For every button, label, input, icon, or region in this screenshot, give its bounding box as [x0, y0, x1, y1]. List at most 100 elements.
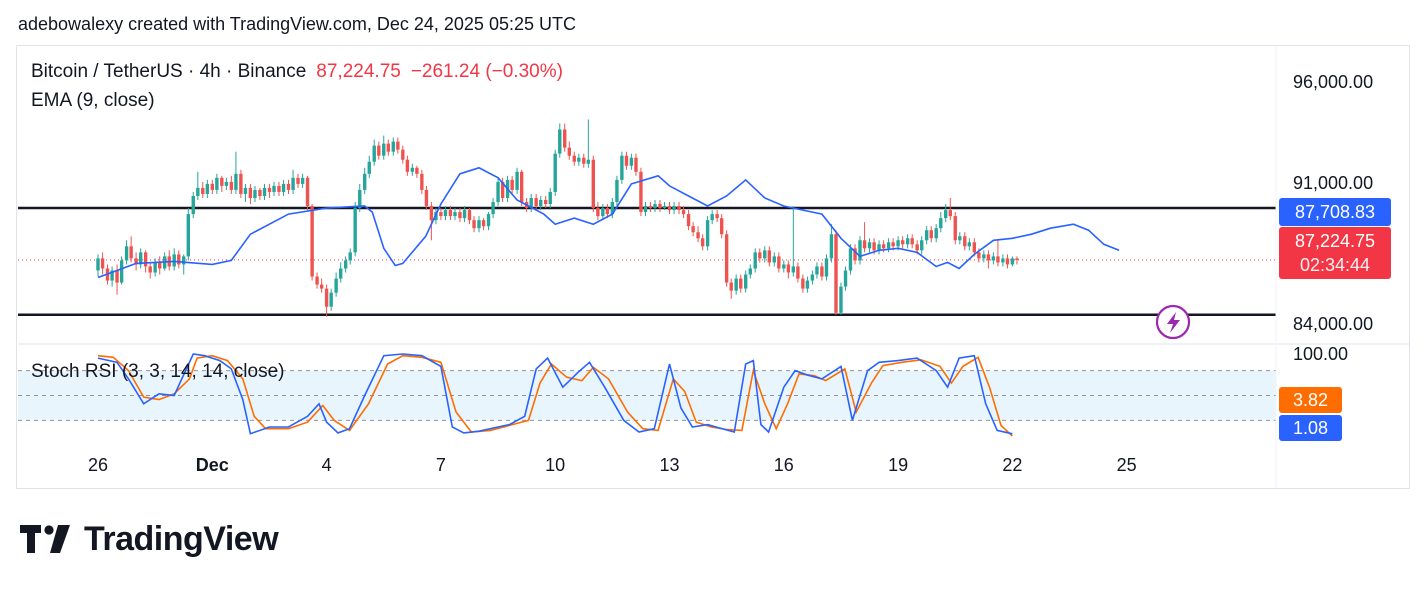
- candle: [343, 256, 348, 273]
- candle: [401, 145, 405, 164]
- candle: [115, 264, 119, 295]
- candle-body: [424, 189, 429, 207]
- ema-line: [97, 166, 1120, 279]
- candle-body: [258, 189, 262, 196]
- candle-body: [791, 266, 796, 273]
- candle: [234, 151, 238, 194]
- candle: [715, 210, 719, 223]
- candle: [563, 123, 567, 152]
- candle: [586, 119, 591, 168]
- candle-body: [986, 254, 991, 261]
- candle-body: [372, 145, 376, 162]
- candle: [539, 195, 543, 211]
- candle: [753, 248, 757, 273]
- tradingview-wordmark: TradingView: [84, 520, 279, 558]
- candle-body: [110, 270, 114, 281]
- candle-body: [820, 266, 824, 277]
- candle-body: [853, 248, 857, 261]
- candle: [763, 246, 767, 263]
- candle: [948, 197, 952, 221]
- candle-body: [138, 252, 143, 265]
- candle-body: [824, 258, 829, 277]
- candle: [405, 155, 410, 176]
- stoch-d-line: [97, 354, 1013, 437]
- time-tick-label: 13: [659, 455, 680, 475]
- candle-body: [324, 288, 329, 307]
- candle: [182, 254, 186, 275]
- candle: [929, 226, 933, 243]
- candle: [944, 204, 948, 223]
- candle-body: [834, 234, 838, 313]
- candle-body: [510, 179, 514, 190]
- candle: [196, 171, 200, 200]
- candle-body: [539, 200, 543, 207]
- candle: [1001, 254, 1005, 267]
- candle: [391, 137, 395, 156]
- candle-body: [382, 143, 386, 156]
- candle-body: [886, 242, 891, 249]
- candle: [367, 155, 371, 178]
- candle-body: [177, 254, 181, 265]
- candle: [724, 230, 729, 287]
- candle: [924, 226, 929, 245]
- candle: [958, 232, 962, 245]
- candle-body: [967, 242, 972, 247]
- candle-body: [900, 240, 905, 245]
- candle-body: [972, 242, 976, 253]
- candle-body: [810, 274, 815, 281]
- candle-body: [215, 177, 219, 190]
- candle-body: [839, 286, 843, 313]
- tradingview-mark-icon: [20, 524, 70, 553]
- candle: [448, 206, 453, 221]
- candle: [824, 254, 829, 281]
- candle-body: [119, 260, 124, 283]
- candle-body: [658, 204, 662, 209]
- candle: [224, 177, 229, 190]
- candle: [229, 175, 234, 194]
- candle: [258, 187, 262, 200]
- candle-body: [448, 210, 453, 217]
- candle-body: [634, 157, 638, 172]
- candle: [548, 187, 552, 209]
- chart-frame[interactable]: [16, 45, 1410, 489]
- candle-body: [358, 189, 362, 209]
- candle-body: [262, 187, 267, 196]
- time-tick-label: 22: [1002, 455, 1023, 475]
- candle-body: [248, 187, 253, 198]
- candle-body: [286, 183, 291, 190]
- symbol-legend[interactable]: Bitcoin / TetherUS · 4h · Binance 87,224.…: [31, 61, 563, 83]
- candle-body: [719, 218, 724, 235]
- candle-body: [610, 202, 615, 215]
- candle-body: [862, 240, 867, 249]
- candle: [510, 175, 514, 194]
- candle: [129, 236, 133, 263]
- candle: [662, 202, 667, 211]
- candle-body: [648, 206, 653, 209]
- candle: [934, 224, 938, 243]
- candle-body: [567, 147, 571, 156]
- candle: [286, 179, 291, 194]
- candle-body: [991, 256, 996, 261]
- candle-body: [439, 212, 443, 217]
- flash-icon[interactable]: [1155, 304, 1191, 340]
- candle: [734, 274, 738, 295]
- candle-body: [329, 292, 333, 307]
- candle: [624, 151, 629, 170]
- candle: [591, 155, 595, 213]
- candle: [119, 256, 124, 285]
- candle: [758, 248, 762, 263]
- candle: [96, 254, 100, 277]
- candle: [596, 202, 600, 221]
- candle: [329, 288, 333, 311]
- candle-body: [724, 234, 729, 283]
- time-tick-label: 16: [773, 455, 794, 475]
- ema-legend[interactable]: EMA (9, close): [31, 90, 155, 111]
- candle-body: [158, 262, 162, 269]
- candle-body: [558, 129, 562, 154]
- tradingview-logo[interactable]: TradingView: [20, 520, 279, 559]
- candle-body: [391, 141, 395, 152]
- candle-body: [191, 195, 195, 215]
- price-pane: [18, 119, 1276, 317]
- stoch-rsi-legend[interactable]: Stoch RSI (3, 3, 14, 14, close): [31, 361, 285, 382]
